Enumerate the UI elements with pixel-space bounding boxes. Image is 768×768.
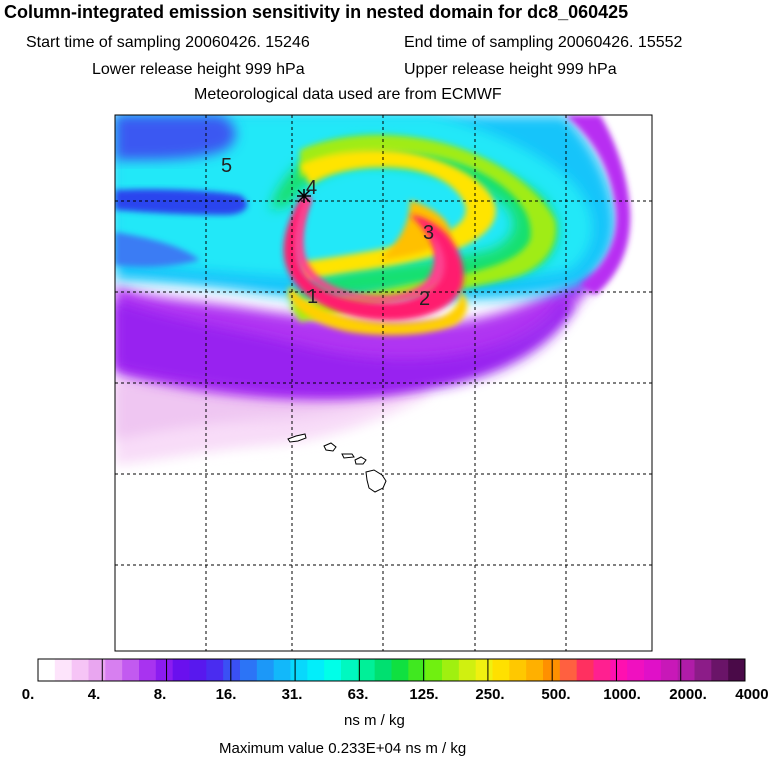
trajectory-labels: 1 2 3 4 5 [221, 155, 434, 310]
colorbar-cell [139, 659, 157, 681]
colorbar-cell [273, 659, 291, 681]
colorbar-cell [307, 659, 325, 681]
colorbar-units: ns m / kg [344, 712, 405, 729]
colorbar-cell [526, 659, 544, 681]
colorbar-cell [189, 659, 207, 681]
trajectory-label-5: 5 [221, 155, 232, 177]
colorbar-tick-label: 63. [347, 686, 369, 703]
colorbar-cell [543, 659, 561, 681]
colorbar-cell [627, 659, 645, 681]
colorbar-tick-label: 4000. [735, 686, 768, 703]
colorbar-cell [458, 659, 477, 681]
colorbar-tick-label: 125. [409, 686, 439, 703]
colorbar-cell [442, 659, 460, 681]
colorbar-tick-label: 4. [87, 686, 101, 703]
colorbar-cell [475, 659, 493, 681]
colorbar-cell [559, 659, 578, 681]
colorbar-cell [644, 659, 662, 681]
colorbar-cell [155, 659, 174, 681]
lower-release-label: Lower release height 999 hPa [92, 61, 305, 78]
colorbar-cell [509, 659, 527, 681]
colorbar-cell [576, 659, 594, 681]
colorbar-tick-label: 250. [475, 686, 505, 703]
colorbar-cell [290, 659, 308, 681]
colorbar-cell [610, 659, 628, 681]
hawaiian-islands-outline [287, 433, 387, 493]
colorbar-cell [408, 659, 426, 681]
trajectory-label-2: 2 [419, 288, 430, 310]
colorbar-cell [324, 659, 342, 681]
colorbar-cell [54, 659, 73, 681]
colorbar-cell [223, 659, 241, 681]
trajectory-label-3: 3 [423, 222, 434, 244]
colorbar-cell [71, 659, 89, 681]
start-time-label: Start time of sampling 20060426. 15246 [26, 34, 310, 51]
colorbar-cell [374, 659, 392, 681]
colorbar-tick-label: 0. [21, 686, 35, 703]
colorbar-cell [711, 659, 729, 681]
colorbar-cell [492, 659, 510, 681]
colorbar-cell [425, 659, 443, 681]
colorbar-cell [677, 659, 695, 681]
plot-title: Column-integrated emission sensitivity i… [4, 2, 629, 22]
colorbar-cell [357, 659, 376, 681]
colorbar-cell [38, 659, 56, 681]
maximum-value-label: Maximum value 0.233E+04 ns m / kg [219, 740, 467, 757]
met-data-label: Meteorological data used are from ECMWF [194, 86, 502, 103]
sensitivity-field [115, 115, 652, 651]
colorbar-tick-label: 500. [541, 686, 571, 703]
trajectory-label-1: 1 [307, 286, 318, 308]
colorbar-tick-label: 8. [153, 686, 167, 703]
colorbar-tick-label: 2000. [669, 686, 707, 703]
colorbar-cell [206, 659, 224, 681]
colorbar-tick-label: 1000. [603, 686, 641, 703]
colorbar-cell [593, 659, 611, 681]
upper-release-label: Upper release height 999 hPa [404, 61, 617, 78]
colorbar-tick-label: 31. [281, 686, 303, 703]
colorbar-cell [728, 659, 746, 681]
colorbar-cell [88, 659, 106, 681]
trajectory-label-4: 4 [306, 177, 317, 199]
colorbar-frame [37, 658, 746, 682]
map-frame [114, 114, 653, 652]
release-point-star [297, 189, 311, 203]
colorbar-cell [341, 659, 359, 681]
colorbar-cell [122, 659, 140, 681]
end-time-label: End time of sampling 20060426. 15552 [404, 34, 683, 51]
colorbar-cell [240, 659, 258, 681]
colorbar-cell [660, 659, 679, 681]
colorbar-tick-label: 16. [215, 686, 237, 703]
colorbar-cell [256, 659, 275, 681]
lat-lon-grid [115, 115, 652, 651]
colorbar-cell [172, 659, 190, 681]
colorbar-cells [38, 659, 746, 681]
colorbar-cell [694, 659, 712, 681]
colorbar-cell [391, 659, 409, 681]
colorbar-cell [105, 659, 123, 681]
